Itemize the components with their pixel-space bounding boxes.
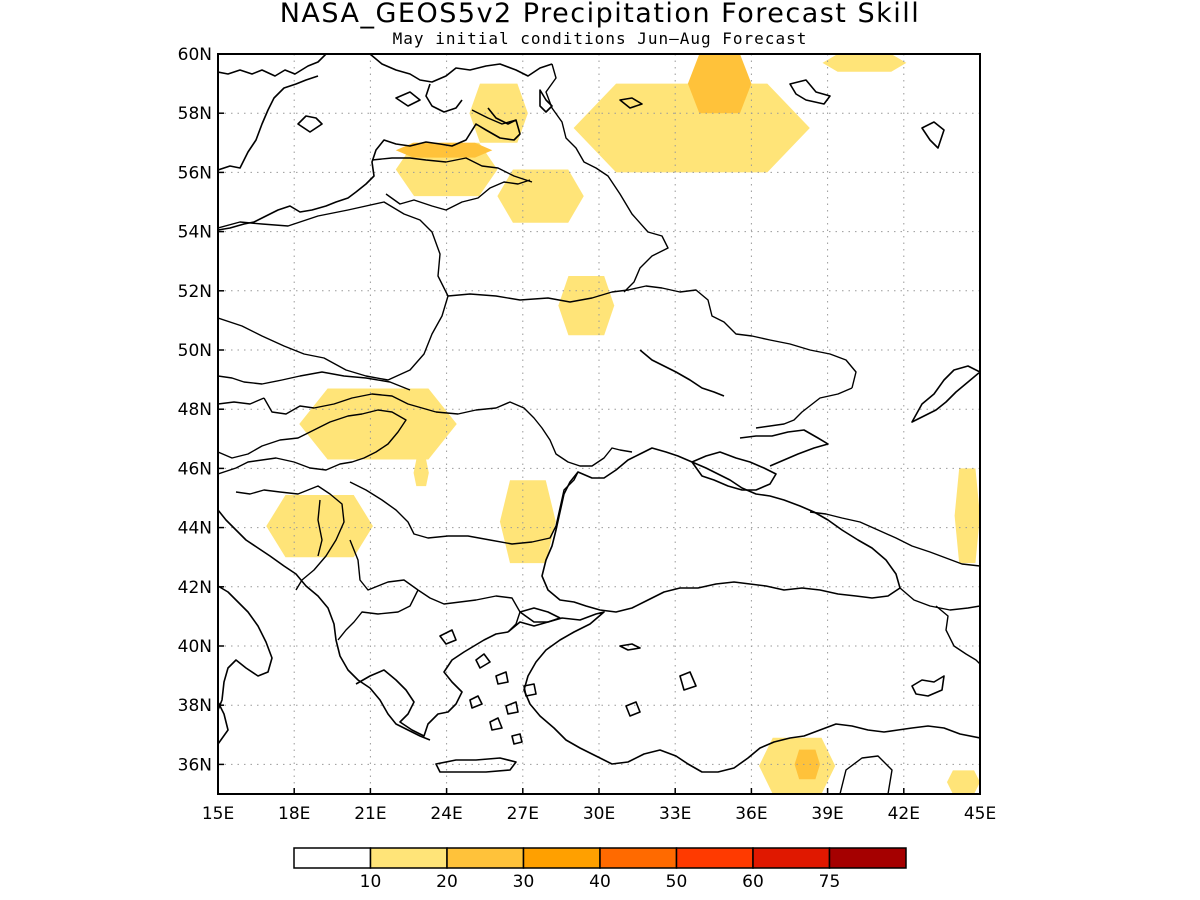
lat-tick-label: 48N	[178, 400, 212, 420]
caspian-coast	[911, 365, 980, 423]
lat-tick-label: 50N	[178, 341, 212, 361]
skill-region-5	[687, 54, 752, 114]
colorbar-swatch-6	[752, 847, 831, 869]
skill-region-6	[822, 54, 907, 72]
lon-tick-label: 39E	[811, 804, 843, 824]
latitude-ticks: 36N 38N 40N 42N 44N 46N 48N 50N 52N 54N 56N 58N 60N	[178, 45, 224, 775]
azov-coast	[739, 429, 829, 467]
border-bulgaria-south	[337, 589, 521, 641]
caucasus-border	[809, 511, 980, 611]
lat-tick-label: 58N	[178, 104, 212, 124]
colorbar-label: 75	[819, 872, 841, 892]
border-lithuania-belarus	[385, 179, 531, 211]
cyprus	[619, 643, 697, 691]
crimea	[691, 451, 777, 491]
lon-tick-label: 30E	[583, 804, 615, 824]
colorbar-swatch-0	[293, 847, 372, 869]
border-poland	[218, 201, 449, 381]
dnieper-reservoir	[639, 349, 725, 397]
border-czech-slovakia	[218, 371, 437, 415]
border-estonia-latvia	[371, 109, 533, 183]
turkey-lakes	[625, 675, 945, 717]
colorbar-label: 50	[666, 872, 688, 892]
lat-tick-label: 36N	[178, 755, 212, 775]
colorbar-label: 20	[436, 872, 458, 892]
lon-tick-label: 18E	[278, 804, 310, 824]
border-hungary-romania	[218, 409, 407, 475]
border-romania-bulgaria	[349, 471, 579, 545]
volga-lake	[789, 79, 945, 149]
colorbar: 10 20 30 40 50 60 75	[293, 847, 907, 892]
black-sea-coast	[541, 447, 901, 613]
lon-tick-label: 27E	[507, 804, 539, 824]
colorbar-label: 10	[360, 872, 382, 892]
gulf-of-finland-coast	[369, 54, 553, 83]
lon-tick-label: 33E	[659, 804, 691, 824]
lon-tick-label: 42E	[888, 804, 920, 824]
skill-region-14	[794, 749, 820, 780]
skill-layer	[266, 54, 980, 794]
skill-region-8	[299, 388, 457, 460]
lon-tick-label: 24E	[430, 804, 462, 824]
border-moldova	[435, 401, 633, 467]
colorbar-swatch-5	[675, 847, 754, 869]
border-russia-west	[545, 63, 669, 293]
sweden-coast	[218, 54, 327, 171]
lon-tick-label: 45E	[964, 804, 996, 824]
skill-region-11	[499, 480, 556, 564]
border-belarus-ukraine	[447, 285, 857, 389]
border-serbia-croatia	[235, 485, 419, 591]
skill-region-7	[558, 276, 615, 336]
skill-region-9	[413, 459, 429, 487]
colorbar-swatch-1	[369, 847, 448, 869]
aegean-islands	[439, 629, 537, 745]
lake-peipus	[539, 89, 553, 113]
lat-tick-label: 60N	[178, 45, 212, 65]
colorbar-label: 60	[742, 872, 764, 892]
adriatic-coast	[218, 509, 431, 741]
longitude-ticks: 15E 18E 21E 24E 27E 30E 33E 36E 39E 42E 45E	[202, 788, 996, 824]
colorbar-swatch-4	[599, 847, 678, 869]
crete	[435, 757, 517, 773]
bosphorus-sea-of-marmara	[519, 607, 561, 623]
lat-tick-label: 40N	[178, 637, 212, 657]
colorbar-swatch-2	[446, 847, 525, 869]
lat-tick-label: 46N	[178, 459, 212, 479]
colorbar-label: 40	[589, 872, 611, 892]
map-boundaries	[218, 54, 980, 794]
border-russia-ukraine-east	[755, 387, 853, 429]
lat-tick-label: 52N	[178, 282, 212, 302]
colorbar-swatch-3	[522, 847, 601, 869]
skill-region-12	[954, 468, 980, 564]
skill-region-2	[395, 142, 493, 158]
border-turkey-east	[839, 605, 980, 794]
chart-title: NASA_GEOS5v2 Precipitation Forecast Skil…	[279, 0, 921, 29]
skill-region-4	[573, 83, 810, 173]
baltic-east-coast	[218, 83, 521, 231]
chart-subtitle: May initial conditions Jun—Aug Forecast	[392, 29, 808, 48]
anatolia-coast	[507, 611, 980, 773]
lake-ladoga-shore	[619, 97, 643, 109]
lat-tick-label: 38N	[178, 696, 212, 716]
skill-region-3	[497, 169, 584, 223]
lat-tick-label: 44N	[178, 519, 212, 539]
lat-tick-label: 56N	[178, 163, 212, 183]
lon-tick-label: 15E	[202, 804, 234, 824]
islands-baltic	[297, 91, 421, 133]
colorbar-swatch-7	[828, 847, 907, 869]
lon-tick-label: 21E	[354, 804, 386, 824]
lat-tick-label: 54N	[178, 223, 212, 243]
colorbar-label: 30	[513, 872, 535, 892]
skill-region-15	[946, 770, 980, 794]
lat-tick-label: 42N	[178, 578, 212, 598]
italy-coast	[218, 585, 273, 745]
greece-coast	[355, 631, 509, 737]
lon-tick-label: 36E	[735, 804, 767, 824]
